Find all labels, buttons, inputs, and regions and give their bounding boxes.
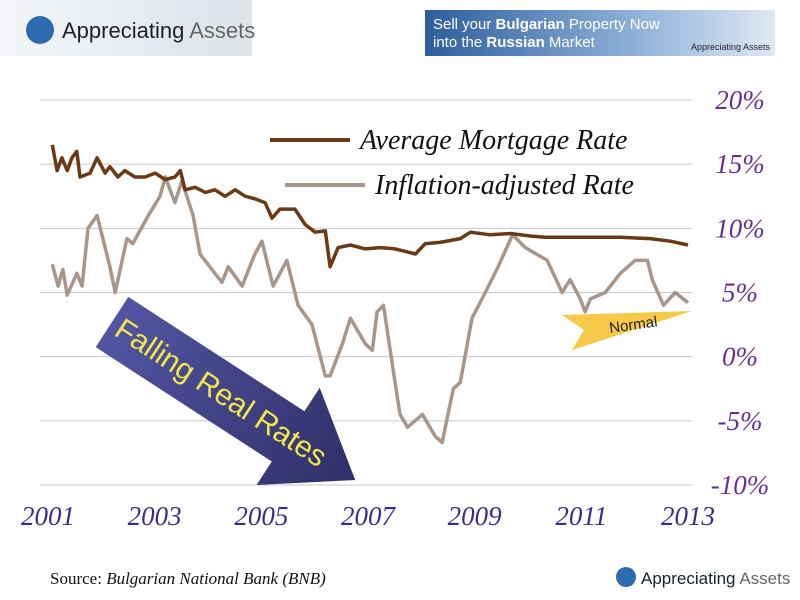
series-line: [50, 175, 690, 445]
y-tick-label: -5%: [718, 406, 763, 436]
y-tick-label: 5%: [722, 278, 758, 308]
x-tick-label: 2001: [21, 501, 75, 531]
annotation: Normal: [608, 313, 658, 337]
source: Source: Bulgarian National Bank (BNB): [50, 569, 326, 588]
banner-logo: Appreciating Assets: [691, 42, 771, 52]
plot: -10% -5% 0% 5% 10% 15% 20% 2001 2003 2005 2007 2009…: [21, 85, 769, 531]
x-tick-label: 2003: [128, 501, 182, 531]
banner-line: into the Russian Market: [433, 34, 596, 51]
legend-label: Average Mortgage Rate: [358, 125, 627, 156]
logo-text: Appreciating Assets: [641, 569, 790, 588]
annotation: Falling Real Rates: [109, 313, 333, 474]
x-tick-label: 2013: [661, 501, 715, 531]
y-tick-label: 0%: [722, 342, 758, 372]
banner-line: Sell your Bulgarian Property Now: [433, 16, 660, 33]
logo-text: Appreciating Assets: [62, 18, 255, 43]
legend-label: Inflation-adjusted Rate: [374, 170, 634, 201]
series-line: [50, 144, 689, 269]
x-tick-label: 2005: [234, 501, 288, 531]
y-tick-label: 10%: [715, 213, 765, 243]
y-tick-label: -10%: [711, 470, 769, 500]
x-tick-label: 2007: [341, 501, 397, 531]
y-tick-label: 15%: [715, 149, 765, 179]
falling-arrow: Falling Real Rates: [95, 296, 356, 486]
banner: [425, 10, 775, 56]
arrow-shape: [95, 296, 356, 486]
normal-arrow: [562, 311, 692, 350]
x-tick-label: 2011: [555, 501, 607, 531]
logo-icon: [616, 567, 636, 587]
x-tick-label: 2009: [448, 501, 503, 531]
y-tick-label: 20%: [715, 85, 765, 115]
logo-icon: [26, 16, 54, 44]
